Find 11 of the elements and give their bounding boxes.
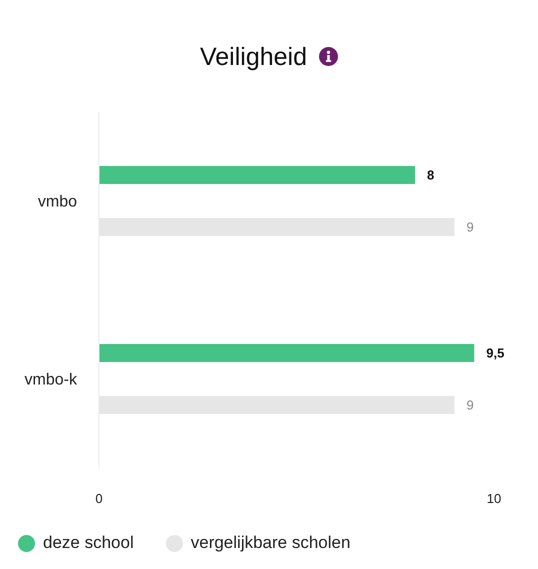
legend-label: vergelijkbare scholen	[190, 533, 350, 552]
x-tick-label: 0	[95, 491, 103, 506]
y-tick-label: vmbo-k	[24, 372, 78, 389]
y-tick-label: vmbo	[38, 194, 78, 211]
data-label: 8	[427, 168, 434, 182]
x-tick-label: 10	[486, 491, 502, 506]
data-label: 9	[466, 220, 474, 234]
data-label: 9,5	[486, 346, 504, 360]
legend-label: deze school	[43, 533, 134, 552]
data-label: 9	[466, 398, 474, 412]
chart-title: Veiligheid	[200, 43, 308, 71]
